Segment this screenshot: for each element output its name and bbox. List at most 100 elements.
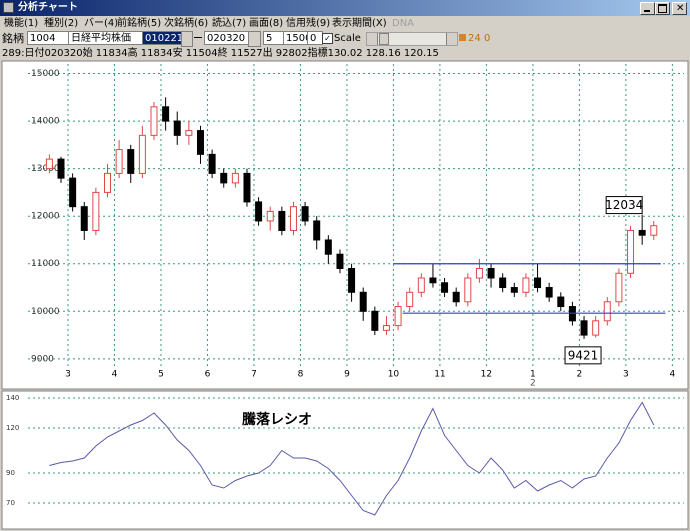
x-sub-label: 2 [530, 379, 536, 389]
icon [658, 4, 667, 13]
scroll-right[interactable] [446, 33, 457, 45]
scale-checkbox[interactable]: ✓ [322, 33, 333, 44]
indicator-panel [1, 390, 689, 530]
y-tick-label: 90 [6, 469, 15, 477]
value-label: 0 [484, 33, 491, 44]
candle-body [313, 220, 321, 241]
menu-item[interactable]: 表示期間(X) [332, 18, 387, 29]
param-input[interactable]: 0 [307, 31, 323, 45]
candle-body [487, 268, 495, 279]
candle-body [185, 130, 193, 136]
candle-body [452, 291, 460, 303]
candle-body [510, 287, 518, 293]
minimize-button[interactable] [640, 2, 655, 15]
x-tick-label: 4 [670, 370, 676, 380]
menu-item: DNA [392, 18, 415, 29]
price-panel [1, 60, 689, 390]
date-spinner[interactable] [181, 31, 193, 47]
candle-body [464, 277, 472, 303]
y-tick-label: 13000 [31, 164, 60, 174]
menu-item[interactable]: 読込(7) [212, 18, 247, 29]
candle-body [57, 158, 65, 179]
y-tick-label: 120 [6, 424, 19, 432]
toolbar: 銘柄 1004 日経平均株価 010221 020320 5 1500 0 ✓ … [0, 31, 690, 47]
candle-body [243, 172, 251, 203]
candle-body [650, 225, 658, 236]
name-field: 日経平均株価 [68, 31, 144, 45]
candle-body [592, 320, 600, 336]
candle-body [580, 320, 588, 336]
candle-body [627, 229, 635, 274]
x-tick-label: 7 [251, 370, 257, 380]
x-tick-label: 11 [434, 370, 445, 380]
y-tick-label: 15000 [31, 69, 60, 79]
candle-body [301, 206, 309, 222]
y-tick-label: 140 [6, 394, 19, 402]
candle-body [208, 153, 216, 174]
candle-body [138, 134, 146, 174]
code-input[interactable]: 1004 [27, 31, 69, 45]
candle-body [406, 291, 414, 308]
param-input[interactable]: 1500 [283, 31, 311, 45]
candle-body [104, 172, 112, 193]
candle-body [615, 272, 623, 303]
x-tick-label: 1 [530, 370, 536, 380]
annotation-box [564, 346, 602, 365]
candle-body [371, 310, 379, 331]
scroll-left[interactable] [367, 33, 378, 45]
y-tick-label: 11000 [31, 259, 60, 269]
candle-body [231, 172, 239, 184]
menu-item[interactable]: バー(4) [84, 18, 119, 29]
menu-item[interactable]: 次銘柄(6) [164, 18, 209, 29]
y-tick-label: 14000 [31, 117, 60, 127]
menu-item[interactable]: 画面(8) [249, 18, 284, 29]
info-line: 289:日付020320始 11834高 11834安 11504終 11527… [2, 48, 439, 59]
to-date-input[interactable]: 020320 [204, 31, 250, 45]
candle-body [289, 206, 297, 231]
candle-body [441, 282, 449, 293]
x-tick-label: 3 [65, 370, 71, 380]
candle-body [348, 268, 356, 293]
title-bar: 分析チャート ✕ [0, 0, 690, 16]
candle-body [336, 253, 344, 270]
candle-body [45, 158, 53, 170]
maximize-button[interactable] [655, 2, 670, 15]
code-label: 銘柄 [2, 32, 24, 45]
x-tick-label: 6 [205, 370, 211, 380]
scroll-thumb[interactable] [379, 33, 389, 45]
candle-body [162, 106, 170, 122]
candle-body [382, 325, 390, 331]
menu-item[interactable]: 信用残(9) [286, 18, 331, 29]
menu-item[interactable]: 前銘柄(5) [117, 18, 162, 29]
x-tick-label: 3 [623, 370, 629, 380]
menu-item[interactable]: 種別(2) [44, 18, 79, 29]
candle-body [278, 210, 286, 231]
candle-body [545, 287, 553, 298]
close-button[interactable]: ✕ [672, 2, 687, 15]
app-icon [3, 2, 14, 13]
icon: ✕ [676, 3, 685, 14]
candle-body [522, 277, 530, 293]
candle-body [394, 306, 402, 327]
candle-body [69, 177, 77, 208]
annotation-label: 9421 [568, 348, 599, 362]
candle-body [173, 120, 181, 136]
x-tick-label: 5 [158, 370, 164, 380]
y-tick-label: 70 [6, 499, 15, 507]
candle-body [603, 301, 611, 322]
x-tick-label: 10 [388, 370, 400, 380]
dropdown-button[interactable] [248, 31, 261, 47]
color-icon[interactable] [459, 34, 466, 41]
range-dash [194, 37, 202, 38]
scrollbar[interactable] [366, 32, 458, 46]
menu-item[interactable]: 機能(1) [4, 18, 39, 29]
x-tick-label: 4 [112, 370, 118, 380]
param-input[interactable]: 5 [263, 31, 285, 45]
x-tick-label: 2 [577, 370, 583, 380]
from-date-input[interactable]: 010221 [142, 31, 183, 45]
candle-body [92, 191, 100, 231]
candle-body [127, 149, 135, 174]
candle-body [324, 239, 332, 255]
